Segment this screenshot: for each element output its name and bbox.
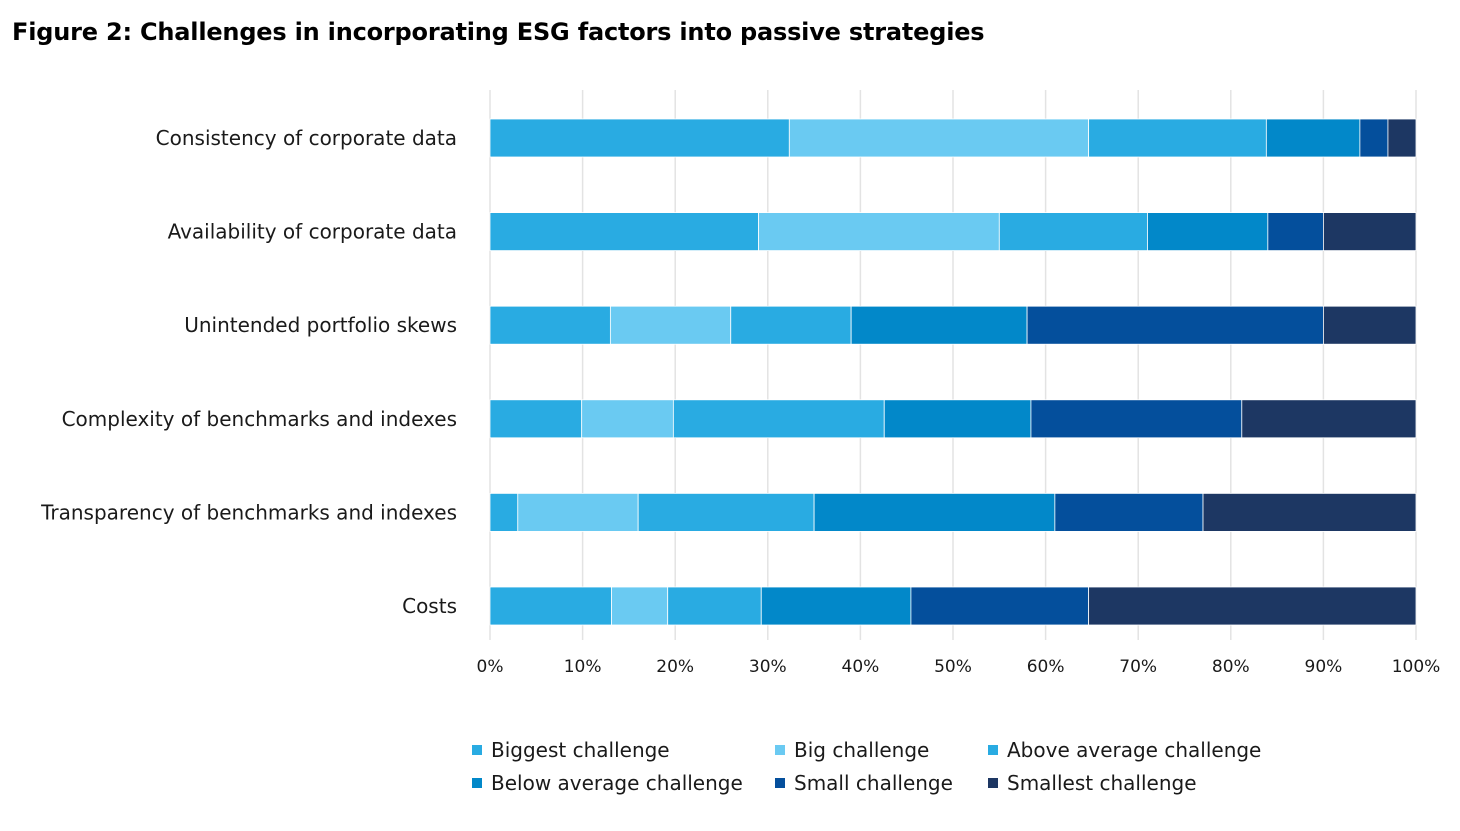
category-label: Unintended portfolio skews [184, 313, 457, 337]
legend-label: Above average challenge [1007, 738, 1262, 762]
category-label: Transparency of benchmarks and indexes [40, 500, 457, 524]
legend-label: Big challenge [794, 738, 930, 762]
chart-title: Figure 2: Challenges in incorporating ES… [12, 18, 985, 46]
legend-swatch [988, 745, 998, 755]
bar-segment [1054, 492, 1204, 532]
bar-segment [1026, 305, 1324, 345]
bar-segment [758, 212, 1000, 252]
x-tick-labels: 0% 10% 20% 30% 40% 50% 60% 70% 80% 90% 100% [477, 657, 1441, 677]
x-tick-label: 90% [1305, 657, 1343, 677]
bar-segment [760, 586, 912, 626]
bar-segment [489, 305, 611, 345]
x-tick-label: 0% [477, 657, 504, 677]
category-label: Complexity of benchmarks and indexes [62, 407, 457, 431]
bar-segment [609, 305, 732, 345]
bar-segment [730, 305, 852, 345]
x-tick-label: 60% [1027, 657, 1065, 677]
bar-segment [611, 586, 669, 626]
x-tick-label: 20% [656, 657, 694, 677]
bar-segment [910, 586, 1090, 626]
x-tick-label: 50% [934, 657, 972, 677]
bar-segment [1241, 399, 1417, 439]
legend-swatch [472, 745, 482, 755]
bar-segment [517, 492, 639, 532]
bar-segment [998, 212, 1148, 252]
legend-item: Above average challenge [988, 738, 1261, 762]
x-tick-label: 70% [1119, 657, 1157, 677]
bar-segment [637, 492, 815, 532]
gridlines [489, 90, 1417, 640]
bar-segment [672, 399, 885, 439]
bar-segment [667, 586, 762, 626]
legend-swatch [775, 745, 785, 755]
bar-segment [581, 399, 674, 439]
bar-segment [1202, 492, 1417, 532]
bar-segment [850, 305, 1028, 345]
bar-segment [489, 399, 583, 439]
x-tick-label: 80% [1212, 657, 1250, 677]
legend-item: Below average challenge [472, 771, 743, 795]
bar-segment [883, 399, 1032, 439]
bar-segment [1088, 118, 1267, 158]
bars [489, 118, 1417, 626]
bar-segment [1147, 212, 1269, 252]
x-tick-label: 30% [749, 657, 787, 677]
category-label: Consistency of corporate data [156, 126, 457, 150]
bar-segment [489, 586, 612, 626]
bar-segment [813, 492, 1056, 532]
bar-segment [1088, 586, 1417, 626]
legend-label: Below average challenge [491, 771, 743, 795]
legend-label: Smallest challenge [1007, 771, 1197, 795]
legend-item: Smallest challenge [988, 771, 1197, 795]
bar-segment [1323, 212, 1417, 252]
bar-segment [1030, 399, 1243, 439]
category-label: Costs [402, 594, 457, 618]
bar-segment [1323, 305, 1417, 345]
bar-segment [489, 492, 519, 532]
bar-segment [1387, 118, 1417, 158]
bar-segment [489, 118, 790, 158]
legend-swatch [775, 778, 785, 788]
bar-segment [1265, 118, 1361, 158]
bar-segment [1267, 212, 1324, 252]
legend-label: Small challenge [794, 771, 953, 795]
legend-item: Big challenge [775, 738, 929, 762]
category-label: Availability of corporate data [168, 220, 457, 244]
bar-segment [1359, 118, 1389, 158]
bar-segment [788, 118, 1090, 158]
legend-swatch [988, 778, 998, 788]
x-tick-label: 10% [564, 657, 602, 677]
x-tick-label: 40% [842, 657, 880, 677]
category-labels: Consistency of corporate data Availabilit… [40, 126, 457, 618]
legend-swatch [472, 778, 482, 788]
x-tick-label: 100% [1392, 657, 1441, 677]
bar-segment [489, 212, 759, 252]
legend-label: Biggest challenge [491, 738, 670, 762]
legend-item: Biggest challenge [472, 738, 670, 762]
legend-item: Small challenge [775, 771, 953, 795]
